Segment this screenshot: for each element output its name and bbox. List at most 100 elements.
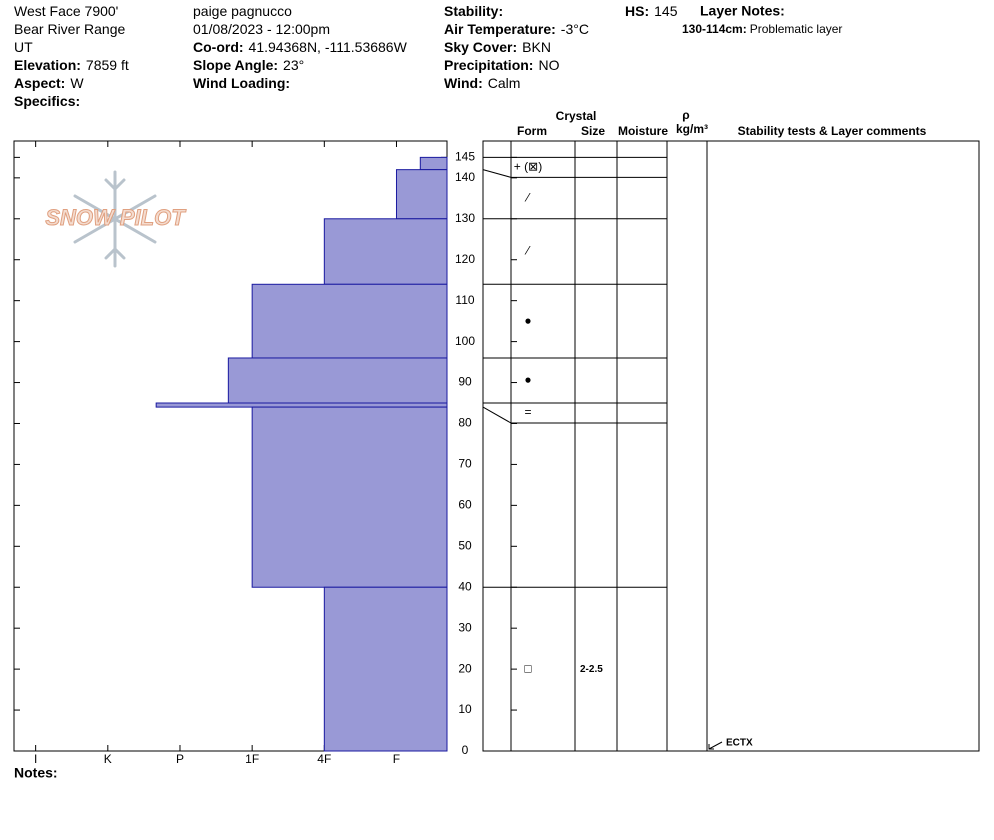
field-value: paige pagnucco bbox=[193, 3, 292, 19]
field-value: 41.94368N, -111.53686W bbox=[249, 39, 408, 55]
field-value: UT bbox=[14, 39, 33, 55]
header-field: Bear River Range bbox=[14, 21, 125, 37]
field-label: Elevation: bbox=[14, 57, 81, 73]
field-value: 01/08/2023 - 12:00pm bbox=[193, 21, 330, 37]
x-tick-label: 4F bbox=[317, 752, 331, 766]
header-field: Co-ord: 41.94368N, -111.53686W bbox=[193, 39, 408, 55]
y-tick-label: 50 bbox=[458, 538, 472, 552]
field-value: Calm bbox=[488, 75, 521, 91]
y-tick-label: 130 bbox=[455, 211, 475, 225]
table-frame bbox=[482, 140, 980, 752]
header-field: Aspect: W bbox=[14, 75, 84, 91]
field-label: Wind: bbox=[444, 75, 483, 91]
table-header: Crystal bbox=[556, 109, 597, 123]
field-value: W bbox=[70, 75, 84, 91]
layer-bar bbox=[155, 402, 448, 408]
x-tick-label: P bbox=[176, 752, 184, 766]
field-value: NO bbox=[538, 57, 559, 73]
y-tick-label: 120 bbox=[455, 252, 475, 266]
test-arrow bbox=[708, 741, 723, 750]
field-value: -3°C bbox=[561, 21, 589, 37]
logo-flake bbox=[73, 170, 157, 268]
y-tick-label: 110 bbox=[455, 293, 474, 307]
layer-bar bbox=[419, 156, 448, 171]
row-connector bbox=[482, 169, 667, 178]
y-tick-label: 10 bbox=[458, 702, 472, 716]
notes-label: Notes: bbox=[14, 765, 58, 781]
field-value: Bear River Range bbox=[14, 21, 125, 37]
layer-bar bbox=[395, 169, 448, 220]
x-tick-label: I bbox=[34, 752, 37, 766]
layer-note: 130-114cm: Problematic layer bbox=[682, 22, 842, 36]
header-field: Air Temperature: -3°C bbox=[444, 21, 589, 37]
header-field: West Face 7900' bbox=[14, 3, 118, 19]
field-label: Aspect: bbox=[14, 75, 65, 91]
header-field: Wind: Calm bbox=[444, 75, 520, 91]
x-tick-label: F bbox=[393, 752, 400, 766]
header-field: paige pagnucco bbox=[193, 3, 292, 19]
grain-size: 2-2.5 bbox=[580, 664, 603, 675]
y-tick-label: 0 bbox=[462, 743, 469, 757]
grain-form: ● bbox=[524, 313, 531, 327]
test-label: ECTX bbox=[726, 738, 753, 749]
layer-bar bbox=[323, 218, 448, 285]
table-header: ρ bbox=[682, 108, 689, 122]
grain-form: ⁄ bbox=[524, 190, 531, 204]
field-value: 145 bbox=[654, 3, 678, 19]
table-header: Stability tests & Layer comments bbox=[738, 124, 927, 138]
field-label: Stability: bbox=[444, 3, 503, 19]
table-header: Moisture bbox=[618, 124, 668, 138]
table-header: kg/m³ bbox=[676, 122, 708, 136]
field-label: Air Temperature: bbox=[444, 21, 556, 37]
header-field: Specifics: bbox=[14, 93, 80, 109]
field-label: Specifics: bbox=[14, 93, 80, 109]
x-tick-label: 1F bbox=[245, 752, 259, 766]
y-tick-label: 80 bbox=[458, 416, 472, 430]
logo-text: SNOW PILOT bbox=[45, 205, 186, 230]
y-tick-label: 140 bbox=[455, 170, 475, 184]
grain-form: ⁄ bbox=[524, 244, 531, 258]
table-header: Size bbox=[581, 124, 605, 138]
x-tick-label: K bbox=[104, 752, 112, 766]
grain-form: + (⊠) bbox=[514, 160, 542, 174]
layer-bar bbox=[323, 586, 448, 752]
table-header: Form bbox=[517, 124, 547, 138]
layer-notes-title: Layer Notes: bbox=[700, 3, 785, 19]
field-value: 23° bbox=[283, 57, 304, 73]
field-label: Precipitation: bbox=[444, 57, 533, 73]
y-tick-label: 70 bbox=[458, 457, 472, 471]
header-field: Precipitation: NO bbox=[444, 57, 560, 73]
y-tick-label: 90 bbox=[458, 375, 472, 389]
field-label: Wind Loading: bbox=[193, 75, 290, 91]
header-field: UT bbox=[14, 39, 33, 55]
field-label: HS: bbox=[625, 3, 649, 19]
header-field: Wind Loading: bbox=[193, 75, 290, 91]
header-field: Elevation: 7859 ft bbox=[14, 57, 129, 73]
note-value: Problematic layer bbox=[750, 22, 843, 36]
y-tick-label: 40 bbox=[458, 579, 472, 593]
field-value: West Face 7900' bbox=[14, 3, 118, 19]
y-tick-label: 30 bbox=[458, 620, 472, 634]
y-tick-label: 145 bbox=[455, 150, 475, 164]
header-field: 01/08/2023 - 12:00pm bbox=[193, 21, 330, 37]
note-label: 130-114cm: bbox=[682, 22, 747, 36]
field-label: Co-ord: bbox=[193, 39, 244, 55]
field-label: Sky Cover: bbox=[444, 39, 517, 55]
header-field: Slope Angle: 23° bbox=[193, 57, 304, 73]
grain-form: = bbox=[524, 405, 531, 419]
header-field: Stability: bbox=[444, 3, 503, 19]
test-arrowhead bbox=[708, 744, 714, 750]
layer-bar bbox=[227, 357, 448, 404]
layer-bar bbox=[251, 406, 448, 588]
grain-form: □ bbox=[524, 661, 531, 675]
header-field: Sky Cover: BKN bbox=[444, 39, 551, 55]
field-value: BKN bbox=[522, 39, 551, 55]
grain-form: ● bbox=[524, 373, 531, 387]
y-tick-label: 60 bbox=[458, 498, 472, 512]
y-tick-label: 100 bbox=[455, 334, 475, 348]
y-tick-label: 20 bbox=[458, 661, 472, 675]
layer-bar bbox=[251, 283, 448, 359]
row-connector bbox=[482, 406, 667, 424]
